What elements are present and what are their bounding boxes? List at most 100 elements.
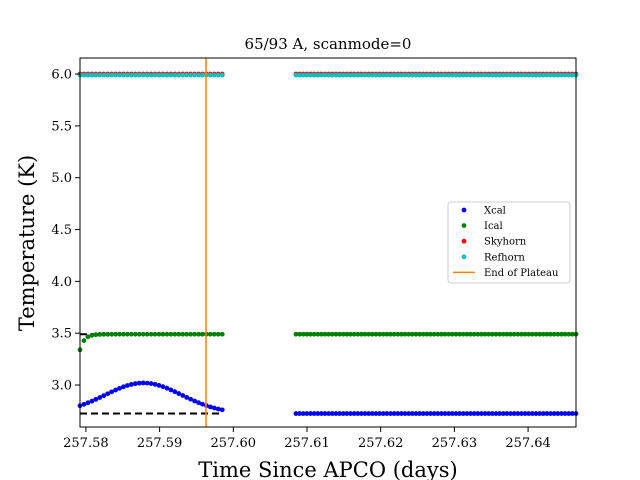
data-point xyxy=(333,331,339,337)
data-point xyxy=(180,72,186,78)
y-tick-label: 3.5 xyxy=(51,327,72,342)
data-point xyxy=(449,72,455,78)
series-xcal xyxy=(77,380,579,416)
series-ical xyxy=(77,331,579,353)
data-point xyxy=(362,331,368,337)
data-point xyxy=(417,72,423,78)
data-point xyxy=(428,72,433,78)
data-point xyxy=(384,411,390,416)
data-point xyxy=(475,411,481,416)
data-point xyxy=(479,411,484,416)
data-point xyxy=(489,72,495,78)
data-point xyxy=(428,331,433,337)
data-point xyxy=(172,331,178,337)
data-point xyxy=(293,331,299,337)
data-point xyxy=(366,72,372,78)
data-point xyxy=(297,411,302,416)
data-point xyxy=(329,411,335,416)
data-point xyxy=(399,411,404,416)
data-point xyxy=(117,385,122,391)
data-point xyxy=(337,72,342,78)
data-point xyxy=(515,331,521,337)
legend-label: Xcal xyxy=(484,206,506,217)
data-point xyxy=(511,411,517,416)
data-point xyxy=(362,72,368,78)
data-point xyxy=(89,398,95,404)
data-point xyxy=(211,331,217,337)
data-point xyxy=(344,411,350,416)
data-point xyxy=(207,404,213,410)
data-point xyxy=(140,331,146,337)
data-point xyxy=(168,72,174,78)
data-point xyxy=(344,72,350,78)
data-point xyxy=(219,331,225,337)
data-point xyxy=(522,331,528,337)
data-point xyxy=(482,331,488,337)
data-point xyxy=(479,72,484,78)
data-point xyxy=(515,72,521,78)
legend-marker xyxy=(461,254,467,260)
data-point xyxy=(180,393,186,398)
data-point xyxy=(148,72,154,78)
y-tick-label: 5.0 xyxy=(51,171,72,186)
data-point xyxy=(569,72,575,78)
data-point xyxy=(460,331,466,337)
data-point xyxy=(493,411,499,416)
data-point xyxy=(482,411,488,416)
data-point xyxy=(562,331,568,337)
data-point xyxy=(395,72,401,78)
data-point xyxy=(196,331,201,337)
data-point xyxy=(369,331,375,337)
data-point xyxy=(200,72,205,78)
data-point xyxy=(559,411,564,416)
data-point xyxy=(544,331,550,337)
data-point xyxy=(519,411,524,416)
data-point xyxy=(140,72,146,78)
data-point xyxy=(413,331,419,337)
data-point xyxy=(148,331,154,337)
data-point xyxy=(121,384,126,390)
data-point xyxy=(81,72,87,78)
data-point xyxy=(453,411,459,416)
data-point xyxy=(464,411,470,416)
data-point xyxy=(359,72,364,78)
data-point xyxy=(500,72,506,78)
data-point xyxy=(380,411,386,416)
data-point xyxy=(93,72,99,78)
data-point xyxy=(504,411,510,416)
data-point xyxy=(152,72,158,78)
data-point xyxy=(125,72,130,78)
x-tick-label: 257.63 xyxy=(432,436,478,451)
legend-marker xyxy=(461,223,467,229)
data-point xyxy=(192,398,197,404)
legend: Xcal Ical Skyhorn Refhorn End of Plateau xyxy=(447,201,571,284)
data-point xyxy=(399,72,404,78)
data-point xyxy=(555,72,561,78)
data-point xyxy=(152,381,158,387)
data-point xyxy=(522,411,528,416)
data-point xyxy=(297,331,302,337)
data-point xyxy=(406,411,412,416)
data-point xyxy=(319,331,324,337)
data-point xyxy=(380,72,386,78)
data-point xyxy=(544,411,550,416)
data-point xyxy=(113,387,118,393)
data-point xyxy=(117,72,122,78)
data-point xyxy=(399,331,404,337)
data-point xyxy=(424,411,430,416)
data-point xyxy=(402,411,408,416)
data-point xyxy=(409,331,415,337)
data-point xyxy=(215,72,221,78)
data-point xyxy=(109,72,115,78)
data-point xyxy=(468,331,473,337)
data-point xyxy=(308,331,313,337)
data-point xyxy=(395,331,401,337)
data-point xyxy=(176,391,182,396)
data-point xyxy=(500,331,506,337)
data-point xyxy=(329,72,335,78)
data-point xyxy=(168,387,174,393)
y-tick-label: 3.0 xyxy=(51,379,72,394)
data-point xyxy=(369,72,375,78)
data-point xyxy=(359,411,364,416)
data-point xyxy=(497,331,503,337)
